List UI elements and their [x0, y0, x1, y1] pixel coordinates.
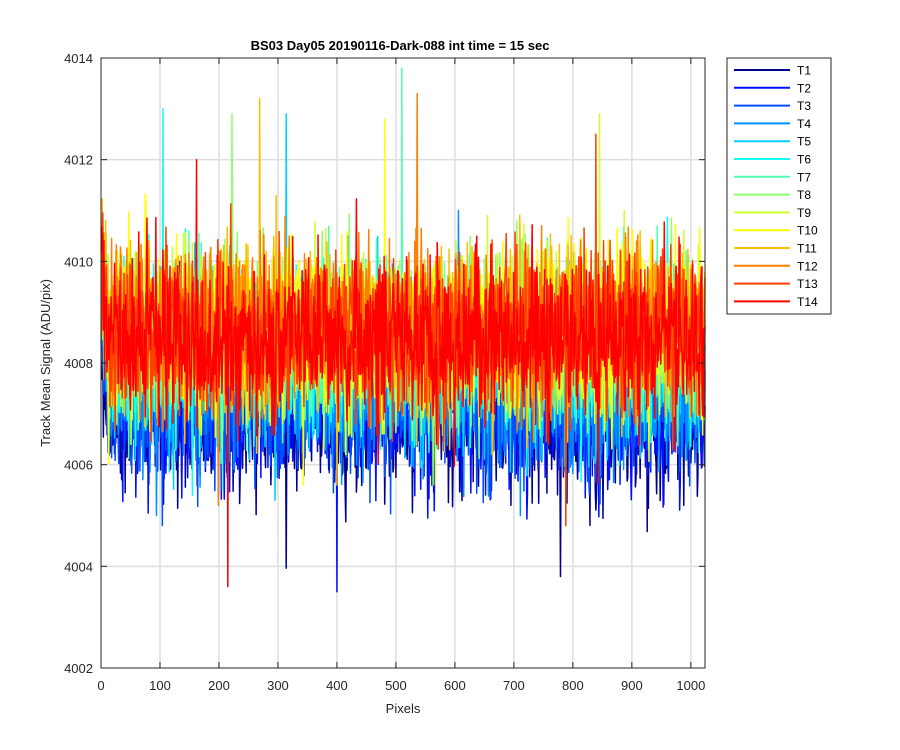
y-tick-label: 4010: [64, 254, 93, 269]
x-tick-label: 0: [97, 678, 104, 693]
legend-label: T11: [797, 242, 817, 256]
x-tick-label: 900: [621, 678, 643, 693]
x-tick-label: 400: [326, 678, 348, 693]
x-tick-label: 200: [208, 678, 230, 693]
chart-title: BS03 Day05 20190116-Dark-088 int time = …: [251, 38, 550, 53]
legend-label: T6: [797, 153, 811, 167]
x-tick-label: 600: [444, 678, 466, 693]
legend-entries: T1 T2 T3 T4 T5 T6 T7 T8 T9 T10 T11 T12 T13 T14: [734, 64, 818, 309]
y-axis-label: Track Mean Signal (ADU/pix): [38, 279, 53, 447]
x-tick-label: 800: [562, 678, 584, 693]
legend-label: T12: [797, 259, 818, 273]
legend-label: T9: [797, 206, 811, 220]
x-axis-tick-labels: 0 100 200 300 400 500 600 700 800 900 1000: [97, 678, 705, 693]
x-tick-label: 500: [385, 678, 407, 693]
legend-box: [726, 57, 832, 315]
y-tick-label: 4014: [64, 51, 93, 66]
series-lines: [100, 67, 706, 593]
x-tick-label: 100: [149, 678, 171, 693]
legend: T1 T2 T3 T4 T5 T6 T7 T8 T9 T10 T11 T12 T13 T14: [726, 57, 832, 315]
legend-label: T4: [797, 117, 811, 131]
legend-label: T7: [797, 170, 811, 184]
y-axis-tick-labels: 4002 4004 4006 4008 4010 4012 4014: [64, 51, 93, 676]
series-line-t14: [100, 158, 706, 588]
y-tick-label: 4008: [64, 356, 93, 371]
y-tick-label: 4002: [64, 661, 93, 676]
x-tick-label: 1000: [676, 678, 705, 693]
x-axis-label: Pixels: [386, 701, 421, 716]
legend-label: T14: [797, 295, 818, 309]
legend-label: T10: [797, 224, 818, 238]
y-tick-label: 4012: [64, 153, 93, 168]
x-tick-label: 700: [503, 678, 525, 693]
axis-ticks: [100, 57, 705, 669]
legend-label: T13: [797, 277, 818, 291]
legend-label: T2: [797, 81, 811, 95]
legend-label: T5: [797, 135, 811, 149]
legend-label: T8: [797, 188, 811, 202]
y-tick-label: 4006: [64, 458, 93, 473]
x-tick-label: 300: [267, 678, 289, 693]
y-tick-label: 4004: [64, 559, 93, 574]
legend-label: T1: [797, 64, 811, 78]
legend-label: T3: [797, 99, 811, 113]
